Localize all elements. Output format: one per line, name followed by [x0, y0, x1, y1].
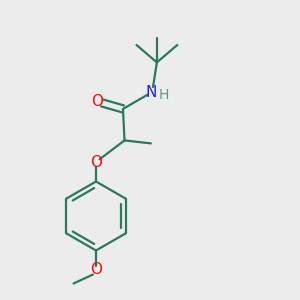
- Text: O: O: [90, 155, 102, 170]
- Text: H: H: [159, 88, 169, 102]
- Text: O: O: [90, 262, 102, 278]
- Text: N: N: [146, 85, 157, 100]
- Text: O: O: [92, 94, 104, 110]
